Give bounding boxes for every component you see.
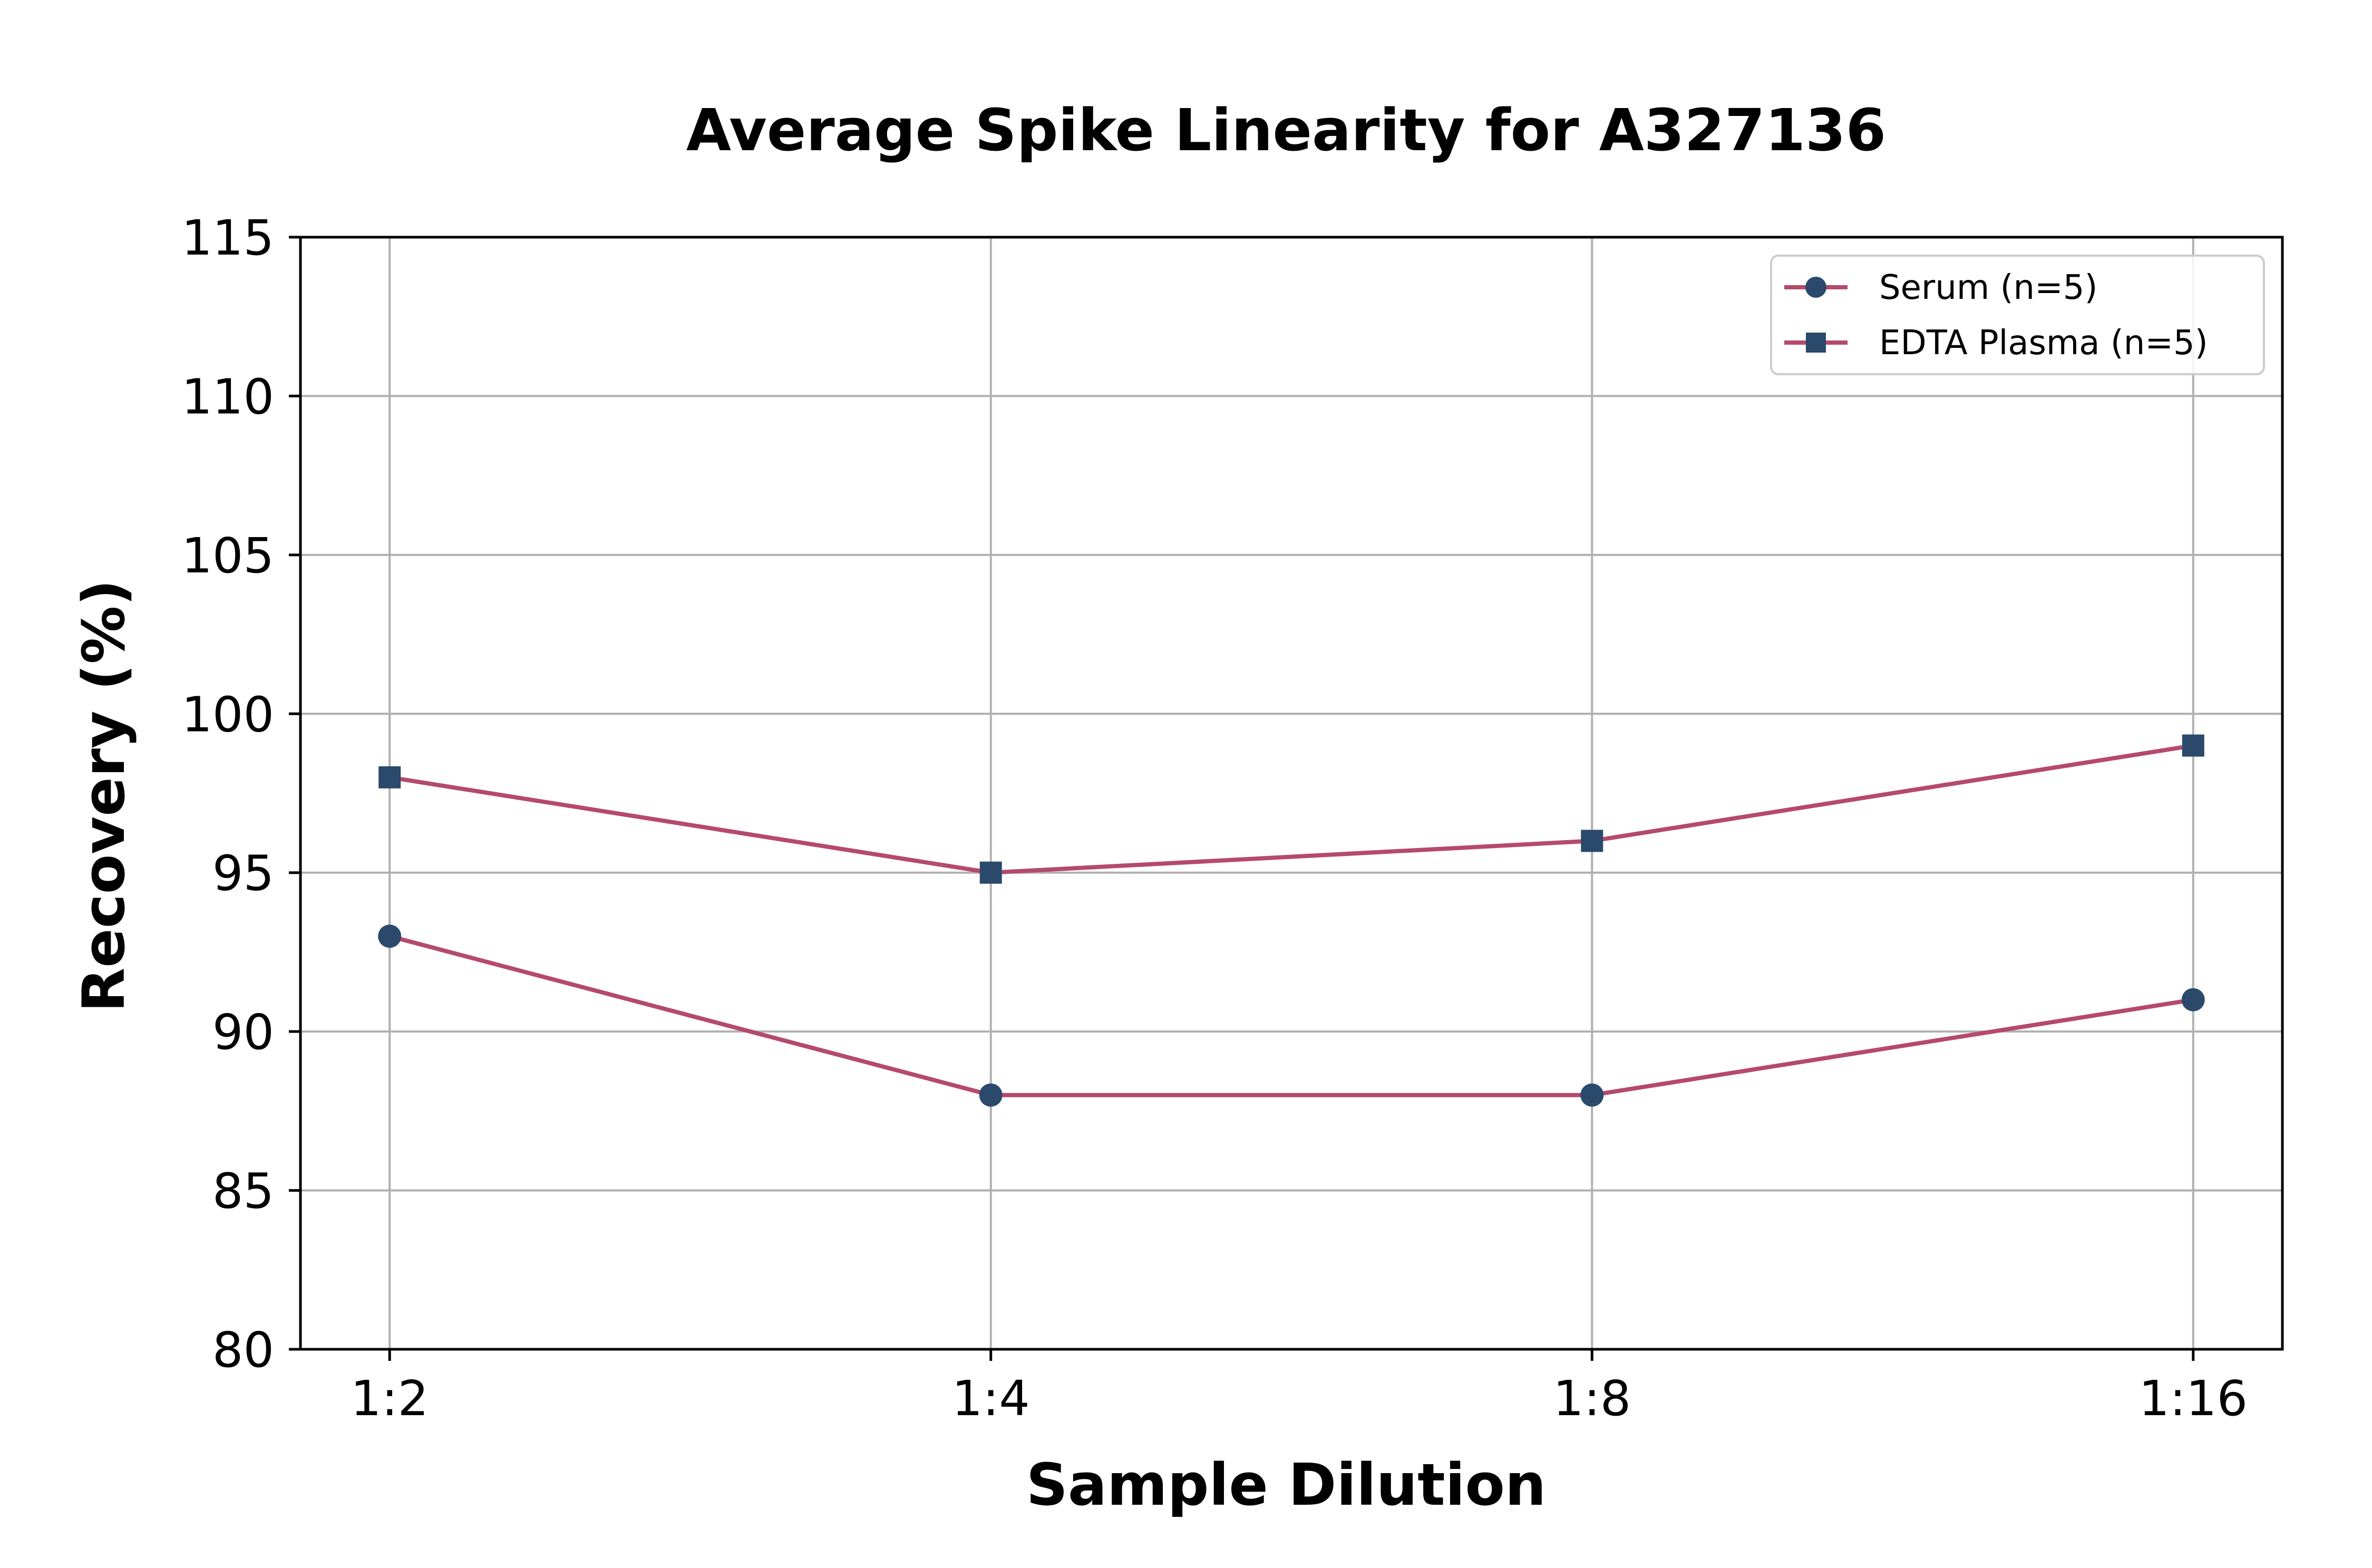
data-point-edta-plasma-n-5 <box>2182 734 2204 757</box>
data-point-serum-n-5 <box>378 924 402 948</box>
legend-label-edta-plasma-n-5: EDTA Plasma (n=5) <box>1879 324 2208 363</box>
x-axis-label: Sample Dilution <box>1026 1451 1547 1518</box>
y-axis-label: Recovery (%) <box>70 579 138 1012</box>
legend-marker-edta-plasma-n-5 <box>1806 333 1826 353</box>
y-tick-label: 115 <box>181 210 274 266</box>
x-tick-label: 1:8 <box>1553 1370 1631 1427</box>
x-tick-label: 1:2 <box>351 1370 429 1427</box>
y-tick-label: 100 <box>181 686 274 743</box>
grid <box>300 236 2282 1350</box>
y-tick-label: 110 <box>181 368 274 425</box>
data-point-edta-plasma-n-5 <box>979 861 1002 884</box>
data-point-serum-n-5 <box>2181 988 2205 1011</box>
y-tick-label: 90 <box>212 1004 274 1060</box>
series-line-edta-plasma-n-5 <box>389 743 2194 875</box>
legend-marker-serum-n-5 <box>1805 277 1826 298</box>
x-tick-label: 1:4 <box>952 1370 1030 1427</box>
data-point-serum-n-5 <box>1580 1083 1604 1107</box>
y-tick-label: 105 <box>181 528 274 584</box>
chart-title: Average Spike Linearity for A327136 <box>686 96 1886 164</box>
plot-frame <box>299 236 2284 1351</box>
ticks: 80 85 90 95 100 105 110 115 1:2 1:4 1:8 1:16 <box>181 210 2248 1427</box>
legend-box <box>1770 255 2265 375</box>
legend: Serum (n=5) EDTA Plasma (n=5) <box>1770 255 2265 375</box>
series-layer <box>378 734 2205 1107</box>
y-tick-label: 95 <box>212 845 274 902</box>
data-point-serum-n-5 <box>979 1083 1003 1107</box>
data-point-edta-plasma-n-5 <box>378 766 401 788</box>
y-tick-label: 85 <box>212 1163 274 1220</box>
legend-label-serum-n-5: Serum (n=5) <box>1879 268 2097 307</box>
series-line-serum-n-5 <box>389 934 2194 1097</box>
x-tick-label: 1:16 <box>2138 1370 2248 1427</box>
data-point-edta-plasma-n-5 <box>1581 830 1603 852</box>
y-tick-label: 80 <box>212 1322 274 1378</box>
